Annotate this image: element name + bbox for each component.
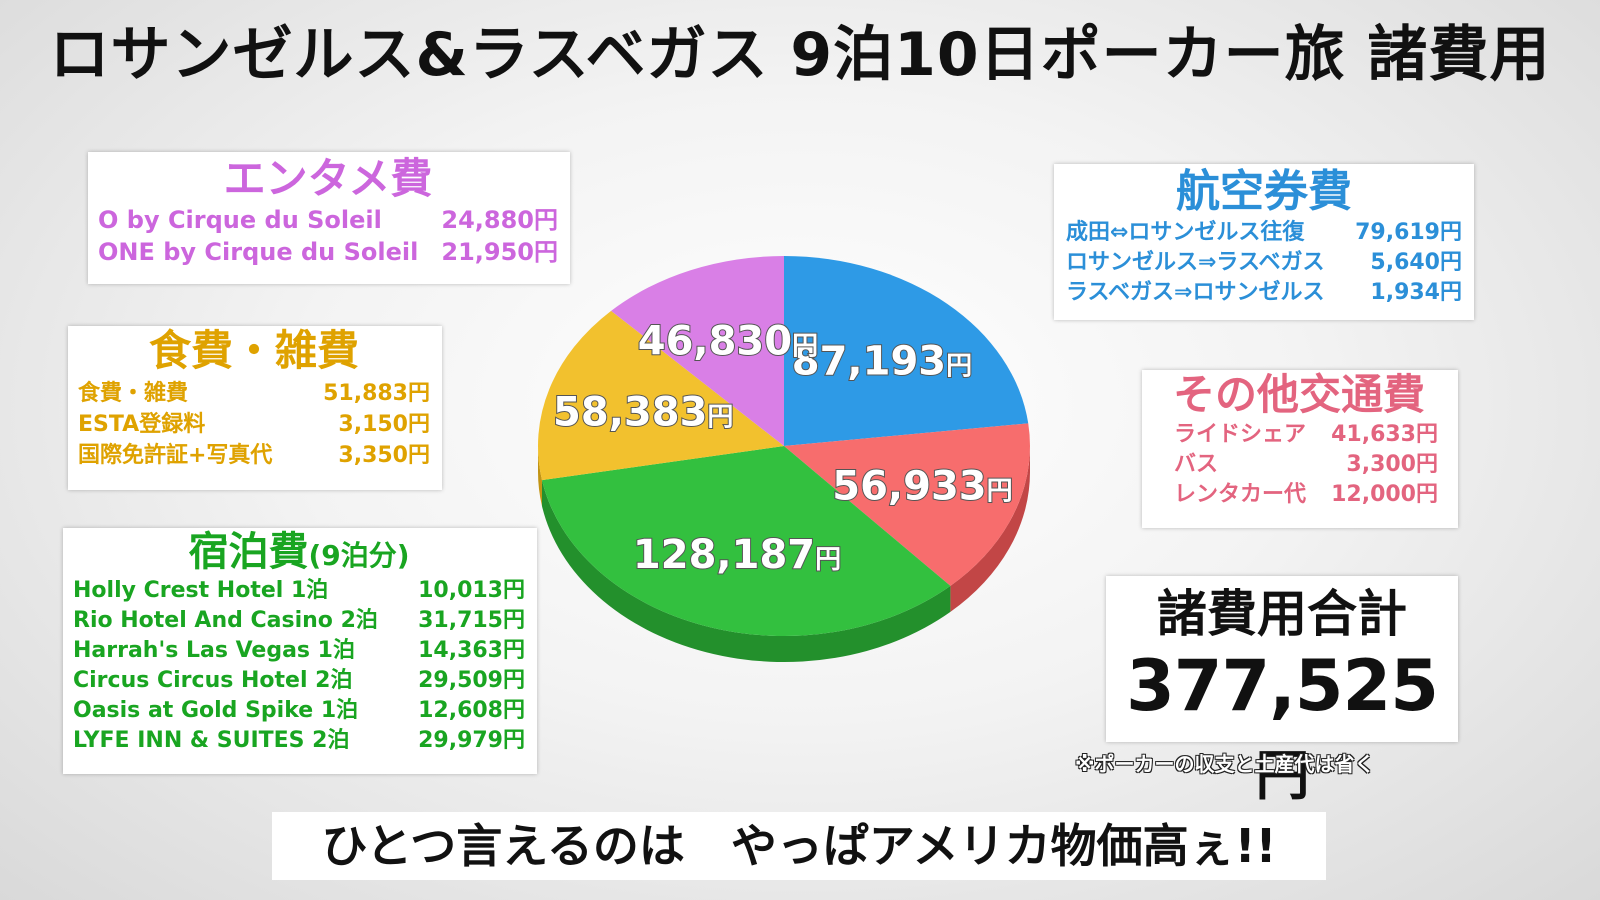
pie-slice-0 [784, 256, 1029, 446]
item-amount: 31,715円 [418, 608, 525, 633]
pie-label-0: 87,193円 [792, 339, 972, 385]
hotel-box: 宿泊費(9泊分) Holly Crest Hotel 1泊 10,013円 Ri… [63, 528, 537, 774]
transport-box: その他交通費 ライドシェア 41,633円 バス 3,300円 レンタカー代 1… [1142, 370, 1458, 528]
item-name: 国際免許証+写真代 [78, 443, 273, 469]
pie-label-2: 128,187円 [633, 532, 841, 578]
item-amount: 21,950円 [441, 238, 558, 267]
hotel-heading: 宿泊費(9泊分) [73, 530, 525, 574]
item-name: ESTA登録料 [78, 412, 206, 438]
caption-banner: ひとつ言えるのは やっぱアメリカ物価高ぇ!! [272, 812, 1326, 880]
pie-slice-3 [538, 310, 784, 481]
item-amount: 12,608円 [418, 698, 525, 723]
hotel-heading-text: 宿泊費 [188, 529, 309, 575]
hotel-heading-sub: (9泊分) [308, 539, 410, 572]
pie-side-1 [950, 446, 1030, 612]
footnote: ※ポーカーの収支と土産代は省く [1075, 752, 1375, 776]
list-item: ロサンゼルス⇒ラスベガス 5,640円 [1066, 248, 1462, 278]
total-box: 諸費用合計 377,525 円 [1106, 576, 1458, 807]
item-name: ONE by Cirque du Soleil [98, 238, 419, 267]
food-box: 食費・雑費 食費・雑費 51,883円 ESTA登録料 3,150円 国際免許証… [68, 326, 442, 490]
pie-slice-1 [784, 423, 1030, 586]
food-heading: 食費・雑費 [148, 326, 359, 375]
list-item: Harrah's Las Vegas 1泊 14,363円 [73, 636, 525, 666]
item-name: ラスベガス⇒ロサンゼルス [1066, 280, 1325, 306]
item-amount: 3,150円 [338, 412, 430, 438]
pie-slice-2 [541, 446, 951, 636]
item-name: Circus Circus Hotel 2泊 [73, 668, 353, 693]
list-item: バス 3,300円 [1160, 450, 1438, 480]
pie-label-1: 56,933円 [832, 464, 1012, 510]
total-label: 諸費用合計 [1157, 585, 1407, 643]
item-name: Oasis at Gold Spike 1泊 [73, 698, 359, 723]
item-amount: 24,880円 [441, 206, 558, 235]
pie-slice-4 [611, 256, 784, 446]
pie-label-4: 46,830円 [638, 319, 818, 365]
item-name: Harrah's Las Vegas 1泊 [73, 638, 355, 663]
total-value: 377,525 円 [1106, 644, 1458, 818]
item-name: バス [1174, 452, 1219, 478]
list-item: O by Cirque du Soleil 24,880円 [98, 204, 558, 236]
item-amount: 79,619円 [1355, 220, 1462, 246]
item-amount: 51,883円 [323, 381, 430, 407]
airfare-heading: 航空券費 [1176, 166, 1352, 217]
item-amount: 5,640円 [1370, 250, 1462, 276]
list-item: LYFE INN & SUITES 2泊 29,979円 [73, 726, 525, 756]
item-name: ロサンゼルス⇒ラスベガス [1066, 250, 1325, 276]
list-item: 国際免許証+写真代 3,350円 [78, 440, 430, 471]
list-item: ライドシェア 41,633円 [1160, 420, 1438, 450]
list-item: Rio Hotel And Casino 2泊 31,715円 [73, 606, 525, 636]
item-name: レンタカー代 [1174, 482, 1307, 508]
list-item: 成田⇔ロサンゼルス往復 79,619円 [1066, 218, 1462, 248]
list-item: レンタカー代 12,000円 [1160, 480, 1438, 510]
transport-heading: その他交通費 [1172, 370, 1425, 419]
item-amount: 14,363円 [418, 638, 525, 663]
item-amount: 41,633円 [1331, 422, 1438, 448]
item-amount: 29,509円 [418, 668, 525, 693]
page-title: ロサンゼルス&ラスベガス 9泊10日ポーカー旅 諸費用 [49, 20, 1551, 90]
item-name: Rio Hotel And Casino 2泊 [73, 608, 378, 633]
item-amount: 29,979円 [418, 728, 525, 753]
pie-side-3 [538, 446, 542, 507]
pie-chart: 87,193円 56,933円 128,187円 58,383円 46,830円 [538, 256, 1030, 662]
total-unit: 円 [1255, 744, 1310, 807]
entertainment-heading: エンタメ費 [223, 154, 433, 203]
list-item: ONE by Cirque du Soleil 21,950円 [98, 236, 558, 268]
list-item: ラスベガス⇒ロサンゼルス 1,934円 [1066, 278, 1462, 308]
item-amount: 3,350円 [338, 443, 430, 469]
pie-label-3: 58,383円 [553, 390, 733, 436]
list-item: 食費・雑費 51,883円 [78, 378, 430, 409]
item-amount: 3,300円 [1346, 452, 1438, 478]
entertainment-box: エンタメ費 O by Cirque du Soleil 24,880円 ONE … [88, 152, 570, 284]
item-name: ライドシェア [1174, 422, 1307, 448]
item-amount: 1,934円 [1370, 280, 1462, 306]
item-name: 食費・雑費 [78, 381, 189, 407]
list-item: ESTA登録料 3,150円 [78, 409, 430, 440]
list-item: Holly Crest Hotel 1泊 10,013円 [73, 576, 525, 606]
item-name: 成田⇔ロサンゼルス往復 [1066, 220, 1305, 246]
item-name: O by Cirque du Soleil [98, 206, 382, 235]
airfare-box: 航空券費 成田⇔ロサンゼルス往復 79,619円 ロサンゼルス⇒ラスベガス 5,… [1054, 164, 1474, 320]
item-name: LYFE INN & SUITES 2泊 [73, 728, 350, 753]
item-amount: 12,000円 [1331, 482, 1438, 508]
item-amount: 10,013円 [418, 578, 525, 603]
total-number: 377,525 [1126, 645, 1439, 727]
pie-side-2 [541, 480, 951, 662]
item-name: Holly Crest Hotel 1泊 [73, 578, 329, 603]
list-item: Oasis at Gold Spike 1泊 12,608円 [73, 696, 525, 726]
list-item: Circus Circus Hotel 2泊 29,509円 [73, 666, 525, 696]
